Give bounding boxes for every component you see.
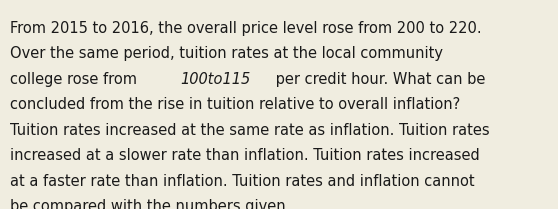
Text: increased at a slower rate than inflation. Tuition rates increased: increased at a slower rate than inflatio… [10, 148, 480, 163]
Text: 100to115: 100to115 [180, 72, 250, 87]
Text: college rose from: college rose from [10, 72, 142, 87]
Text: From 2015 to 2016, the overall price level rose from 200 to 220.: From 2015 to 2016, the overall price lev… [10, 21, 482, 36]
Text: Over the same period, tuition rates at the local community: Over the same period, tuition rates at t… [10, 46, 443, 61]
Text: concluded from the rise in tuition relative to overall inflation?: concluded from the rise in tuition relat… [10, 97, 460, 112]
Text: be compared with the numbers given.: be compared with the numbers given. [10, 199, 290, 209]
Text: Tuition rates increased at the same rate as inflation. Tuition rates: Tuition rates increased at the same rate… [10, 123, 490, 138]
Text: per credit hour. What can be: per credit hour. What can be [271, 72, 485, 87]
Text: at a faster rate than inflation. Tuition rates and inflation cannot: at a faster rate than inflation. Tuition… [10, 174, 475, 189]
